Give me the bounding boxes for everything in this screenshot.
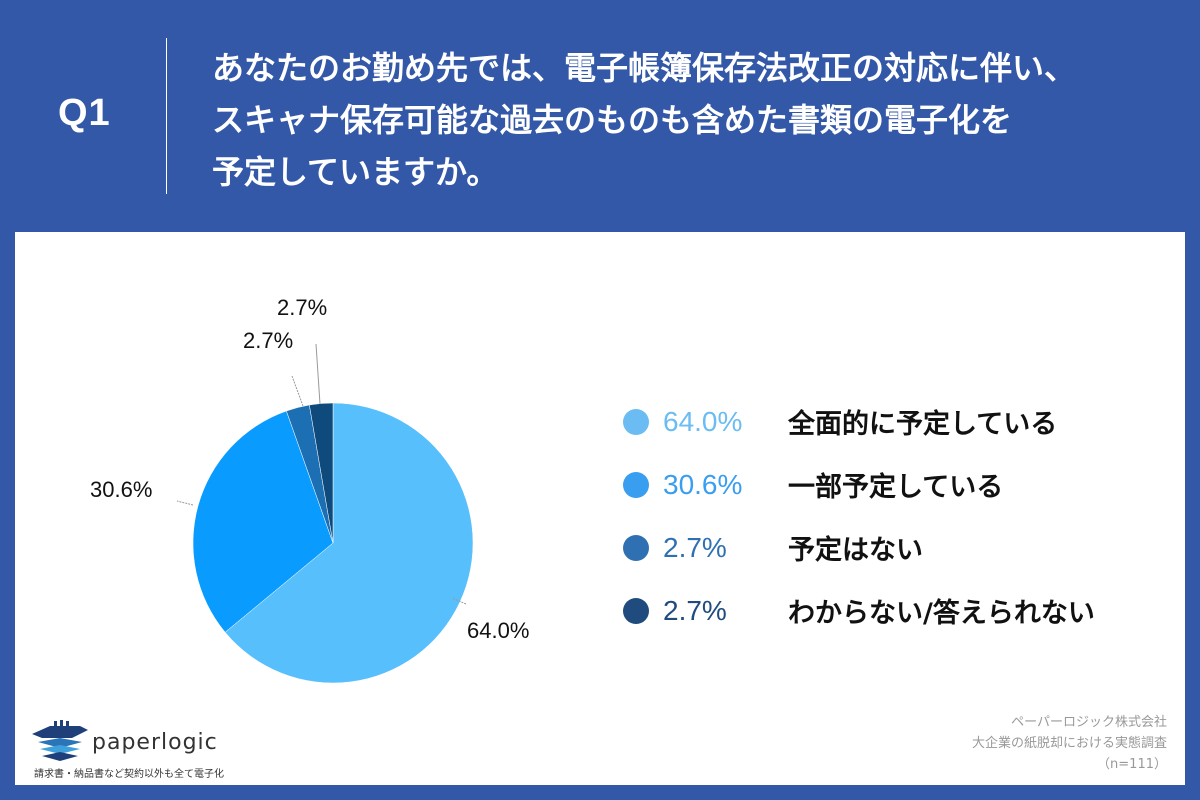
pie-label-partial: 30.6% <box>90 477 153 502</box>
legend-dot-icon <box>623 597 649 624</box>
legend-label: 予定はない <box>788 535 923 566</box>
leader-line-none <box>291 375 304 407</box>
legend-pct: 64.0% <box>663 405 743 437</box>
source-company: ペーパーロジック株式会社 <box>1011 715 1167 730</box>
question-line-1: あなたのお勤め先では、電子帳簿保存法改正の対応に伴い、 <box>212 49 1077 87</box>
leader-line-unknown <box>315 343 321 405</box>
pie-chart <box>176 343 474 684</box>
header: Q1 あなたのお勤め先では、電子帳簿保存法改正の対応に伴い、 スキャナ保存可能な… <box>0 0 1200 232</box>
legend-pct: 2.7% <box>663 594 727 626</box>
chart-legend: 64.0% 全面的に予定している 30.6% 一部予定している 2.7% 予定は… <box>623 390 1095 642</box>
legend-dot-icon <box>623 471 649 498</box>
paperlogic-logo-icon <box>32 720 88 761</box>
legend-dot-icon <box>623 534 649 561</box>
question-text: あなたのお勤め先では、電子帳簿保存法改正の対応に伴い、 スキャナ保存可能な過去の… <box>212 42 1172 198</box>
source-sample: （n=111） <box>1097 757 1167 772</box>
legend-label: 全面的に予定している <box>788 409 1058 440</box>
leader-line-partial <box>176 500 194 506</box>
pie-label-none: 2.7% <box>243 328 294 353</box>
pie-label-unknown: 2.7% <box>277 295 328 320</box>
legend-item-none: 2.7% 予定はない <box>623 516 1095 579</box>
source-note: ペーパーロジック株式会社 大企業の紙脱却における実態調査 （n=111） <box>972 712 1167 775</box>
legend-label: わからない/答えられない <box>788 598 1095 629</box>
slice-unknown <box>309 402 334 544</box>
legend-item-partial: 30.6% 一部予定している <box>623 453 1095 516</box>
question-line-3: 予定していますか。 <box>212 153 499 191</box>
logo-name: paperlogic <box>92 730 218 755</box>
legend-pct: 30.6% <box>663 468 743 500</box>
legend-item-unknown: 2.7% わからない/答えられない <box>623 579 1095 642</box>
pie-label-full: 64.0% <box>467 618 530 643</box>
slice-full <box>224 402 474 684</box>
header-divider <box>166 38 167 194</box>
source-survey: 大企業の紙脱却における実態調査 <box>971 736 1167 751</box>
paperlogic-logo: paperlogic 請求書・納品書など契約以外も全て電子化 <box>32 718 224 780</box>
leader-line-full <box>451 597 467 605</box>
legend-pct: 2.7% <box>663 531 727 563</box>
slice-partial <box>192 410 334 633</box>
question-number: Q1 <box>58 92 111 134</box>
chart-panel: 64.0% 30.6% 2.7% 2.7% 64.0% 全面的に予定している 3… <box>15 232 1185 785</box>
pie-slices <box>192 402 474 684</box>
question-line-2: スキャナ保存可能な過去のものも含めた書類の電子化を <box>212 101 1013 139</box>
legend-dot-icon <box>623 408 649 435</box>
logo-tagline: 請求書・納品書など契約以外も全て電子化 <box>34 769 224 780</box>
legend-item-full: 64.0% 全面的に予定している <box>623 390 1095 453</box>
legend-label: 一部予定している <box>788 472 1004 503</box>
